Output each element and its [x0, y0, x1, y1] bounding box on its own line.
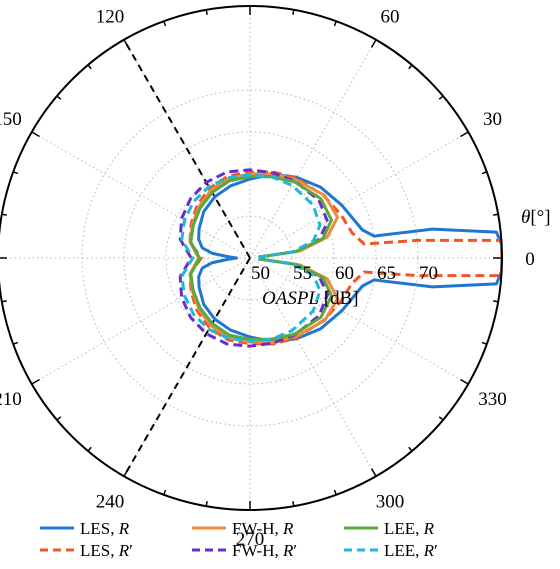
grid-layer — [0, 6, 502, 510]
angle-tick-mark — [333, 20, 337, 27]
angle-tick-mark — [408, 64, 413, 70]
reference-lines — [123, 39, 251, 477]
outer-circle-layer — [0, 5, 503, 511]
angle-tick-mark — [163, 20, 167, 27]
grid-spoke — [249, 131, 469, 259]
axis-titles: OASPL [dB] θ[°] — [262, 207, 551, 309]
angle-tick-mark — [56, 416, 62, 421]
angle-tick-labels: 0306090120150180210240270300330 — [0, 7, 535, 551]
angle-tick-mark — [12, 341, 19, 345]
radial-tick-label: 50 — [251, 263, 270, 284]
series-line — [188, 170, 502, 346]
series-line — [189, 175, 333, 341]
angle-tick-mark — [123, 468, 130, 477]
angle-tick-mark — [87, 64, 92, 70]
angle-tick-mark — [31, 131, 40, 138]
angle-tick-label: 270 — [236, 529, 265, 550]
legend-label: FW-H, R — [232, 519, 294, 538]
angle-tick-mark — [1, 300, 7, 303]
angle-tick-label: 210 — [0, 389, 22, 410]
angle-tick-mark — [460, 378, 469, 385]
angle-tick-mark — [31, 378, 40, 385]
angle-axis-title: θ[°] — [521, 207, 551, 228]
angle-tick-mark — [1, 213, 7, 216]
angle-tick-mark — [460, 131, 469, 138]
angle-tick-mark — [408, 446, 413, 452]
angle-tick-label: 120 — [96, 7, 125, 28]
reference-line — [123, 257, 251, 477]
grid-spoke — [31, 257, 251, 385]
radial-tick-label: 65 — [377, 263, 396, 284]
radial-axis-title: OASPL [dB] — [262, 288, 359, 309]
legend: LES, R FW-H, R LEE, R LES, R′ FW-H, R′ LEE, R… — [40, 519, 438, 560]
angle-tick-mark — [493, 300, 499, 303]
radial-tick-label: 70 — [419, 263, 438, 284]
reference-line — [123, 39, 251, 259]
grid-spoke — [249, 257, 377, 477]
angle-tick-label: 300 — [376, 492, 405, 513]
series-layer — [178, 168, 502, 348]
radial-tick-label: 55 — [293, 263, 312, 284]
angle-tick-mark — [481, 341, 488, 345]
angle-tick-mark — [56, 95, 62, 100]
angle-tick-mark — [370, 468, 377, 477]
angle-tick-mark — [87, 446, 92, 452]
legend-label: LES, R′ — [80, 541, 133, 560]
grid-spoke — [249, 39, 377, 259]
angle-tick-label: 150 — [0, 109, 22, 130]
angle-tick-mark — [12, 171, 19, 175]
angle-tick-label: 60 — [381, 7, 400, 28]
radial-tick-labels: 50 55 60 65 70 — [251, 263, 438, 284]
angle-tick-label: 240 — [96, 492, 125, 513]
legend-label: LEE, R — [384, 519, 435, 538]
legend-label: LES, R — [80, 519, 130, 538]
grid-spoke — [31, 131, 251, 259]
angle-tick-mark — [493, 213, 499, 216]
series-line — [180, 173, 322, 343]
angle-tick-mark — [292, 501, 295, 507]
angle-tick-mark — [123, 39, 130, 48]
angle-tick-mark — [163, 489, 167, 496]
angle-tick-label: 0 — [525, 249, 535, 270]
angle-tick-mark — [438, 416, 444, 421]
angle-tick-mark — [481, 171, 488, 175]
angle-tick-label: 30 — [483, 109, 502, 130]
angle-tick-mark — [370, 39, 377, 48]
angle-tick-mark — [205, 9, 208, 15]
angle-tick-mark — [205, 501, 208, 507]
grid-spoke — [249, 257, 469, 385]
radial-tick-label: 60 — [335, 263, 354, 284]
series-line — [197, 172, 502, 344]
angle-tick-mark — [333, 489, 337, 496]
legend-label: FW-H, R′ — [232, 541, 297, 560]
angle-tick-mark — [438, 95, 444, 100]
angle-tick-mark — [292, 9, 295, 15]
angle-tick-label: 330 — [478, 389, 507, 410]
legend-label: LEE, R′ — [384, 541, 438, 560]
